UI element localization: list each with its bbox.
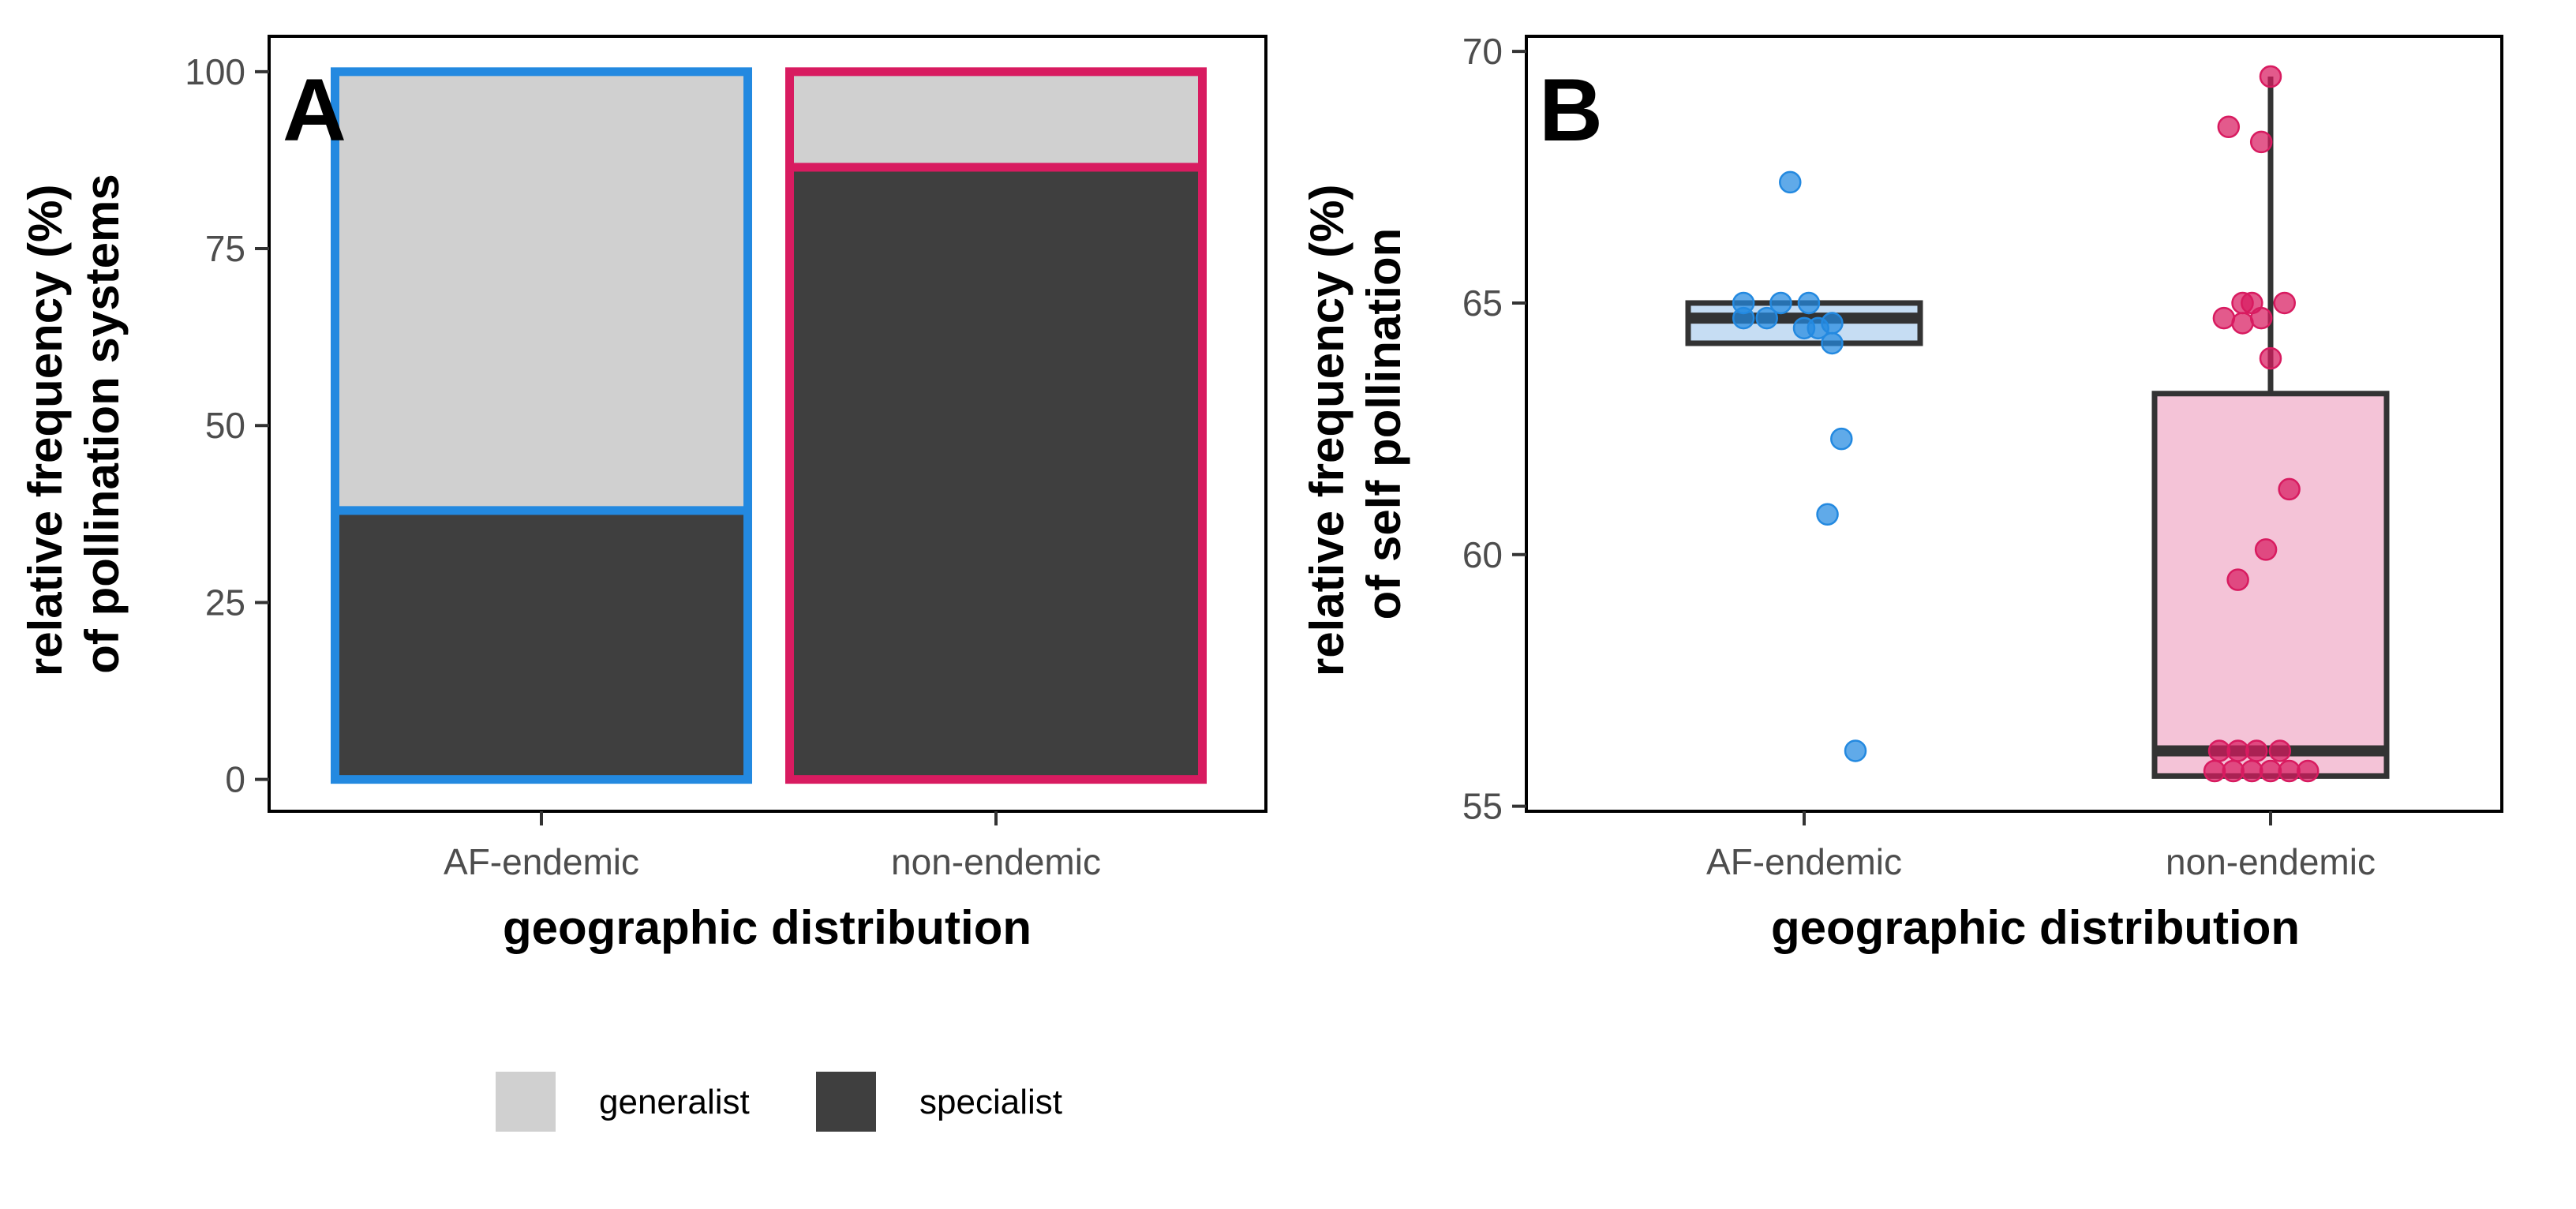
point-af-endemic-5 [1755, 306, 1778, 330]
point-non-endemic-31 [2222, 759, 2245, 783]
point-non-endemic-24 [2254, 538, 2278, 561]
point-af-endemic-2 [1769, 291, 1792, 315]
panel-b-y-tick-label-70: 70 [1462, 31, 1503, 72]
point-af-endemic-8 [1821, 312, 1844, 335]
point-non-endemic-19 [2231, 312, 2254, 335]
legend-label-generalist: generalist [599, 1083, 750, 1121]
panel-a-y-tick-label-75: 75 [205, 228, 245, 269]
panel-a-y-axis-title-line-1: relative frequency (%) [19, 185, 72, 677]
panel-b-y-axis: 55 60 65 70 [1462, 31, 1526, 827]
legend: generalist specialist [496, 1072, 1062, 1132]
point-non-endemic-33 [2259, 759, 2282, 783]
panel-b-y-tick-label-60: 60 [1462, 534, 1503, 575]
panel-b: 55 60 65 70 AF-endemic non-endemic B geograp… [1301, 31, 2503, 954]
panel-b-x-tick-label-af-endemic: AF-endemic [1706, 841, 1902, 882]
panel-a-y-tick-label-25: 25 [205, 582, 245, 623]
panel-a-x-axis-title: geographic distribution [503, 901, 1032, 954]
point-non-endemic-23 [2278, 477, 2301, 501]
bar-specialist-af-endemic [331, 506, 752, 784]
point-non-endemic-29 [2268, 739, 2292, 762]
point-non-endemic-30 [2203, 759, 2226, 783]
panel-b-y-tick-label-55: 55 [1462, 786, 1503, 827]
panel-a-plot-border [268, 35, 1267, 813]
panel-a-y-axis-title-line-2: of pollination systems [76, 174, 129, 673]
panel-b-marks [1685, 65, 2390, 783]
point-af-endemic-11 [1816, 503, 1839, 526]
point-non-endemic-28 [2245, 739, 2268, 762]
panel-b-x-axis-title: geographic distribution [1771, 901, 2300, 954]
point-non-endemic-32 [2241, 759, 2263, 783]
point-non-endemic-14 [2217, 115, 2241, 139]
panel-b-y-axis-title-line-2: of self pollination [1357, 228, 1410, 620]
panel-a-x-axis: AF-endemic non-endemic [444, 811, 1101, 882]
point-non-endemic-15 [2249, 130, 2273, 154]
panel-a-y-tick-label-0: 0 [225, 759, 245, 800]
panel-a-tag: A [283, 61, 346, 159]
legend-key-specialist [816, 1072, 876, 1132]
panel-a-y-axis: 0 25 50 75 100 [185, 51, 269, 800]
point-af-endemic-9 [1821, 331, 1844, 355]
bar-generalist-af-endemic [331, 67, 752, 515]
panel-b-x-axis: AF-endemic non-endemic [1706, 811, 2376, 882]
legend-label-specialist: specialist [919, 1083, 1062, 1121]
panel-a-x-tick-label-non-endemic: non-endemic [891, 841, 1101, 882]
point-non-endemic-16 [2212, 306, 2236, 330]
panel-b-y-tick-label-65: 65 [1462, 283, 1503, 324]
point-non-endemic-21 [2249, 306, 2273, 330]
panel-a-y-tick-label-50: 50 [205, 405, 245, 446]
panel-a-y-axis-title: relative frequency (%) of pollination sy… [19, 171, 129, 676]
point-non-endemic-35 [2297, 759, 2320, 783]
bar-generalist-non-endemic [785, 67, 1207, 172]
point-af-endemic-10 [1830, 427, 1853, 451]
point-af-endemic-3 [1797, 291, 1821, 315]
point-non-endemic-20 [2273, 291, 2296, 315]
box-non-endemic [2151, 391, 2390, 779]
point-non-endemic-27 [2226, 739, 2249, 762]
point-non-endemic-26 [2207, 739, 2231, 762]
point-non-endemic-13 [2259, 65, 2282, 88]
bar-specialist-non-endemic [785, 163, 1207, 784]
point-af-endemic-0 [1779, 170, 1802, 194]
panel-a: 0 25 50 75 100 AF-endemic non-endemic A geogr… [19, 35, 1267, 954]
panel-a-y-tick-label-100: 100 [185, 51, 245, 92]
panel-b-y-axis-title: relative frequency (%) of self pollinati… [1301, 171, 1410, 676]
panel-b-y-axis-title-line-1: relative frequency (%) [1301, 185, 1354, 677]
panel-a-x-tick-label-af-endemic: AF-endemic [444, 841, 639, 882]
panel-a-marks [331, 67, 1207, 784]
point-non-endemic-34 [2278, 759, 2301, 783]
panel-b-x-tick-label-non-endemic: non-endemic [2166, 841, 2376, 882]
point-non-endemic-25 [2226, 568, 2249, 591]
panel-b-plot-border [1525, 35, 2503, 813]
point-af-endemic-12 [1844, 739, 1867, 762]
point-af-endemic-4 [1732, 306, 1755, 330]
panel-b-tag: B [1539, 61, 1603, 159]
legend-key-generalist [496, 1072, 556, 1132]
point-non-endemic-22 [2259, 346, 2282, 370]
